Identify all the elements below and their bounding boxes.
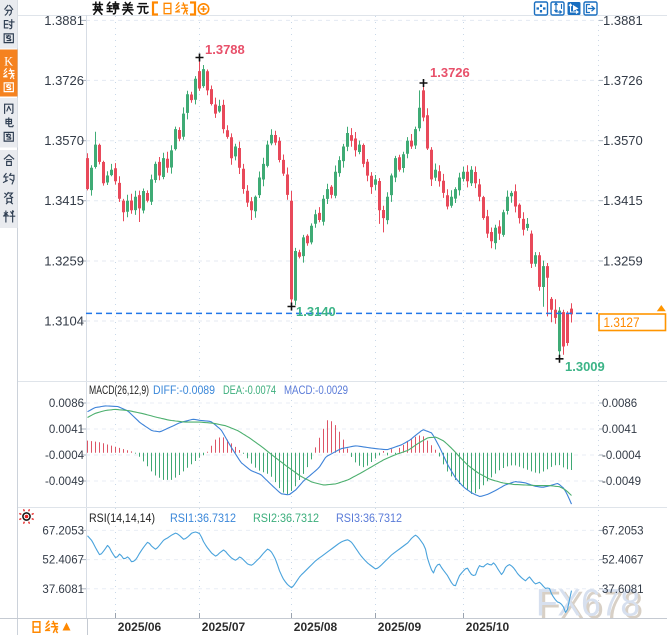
- svg-text:-0.0004: -0.0004: [602, 450, 642, 462]
- svg-text:52.4067: 52.4067: [42, 555, 84, 567]
- svg-text:DEA:-0.0074: DEA:-0.0074: [223, 385, 276, 397]
- svg-text:FX678: FX678: [536, 583, 640, 625]
- svg-text:1.3881: 1.3881: [44, 13, 84, 28]
- svg-text:2025/08: 2025/08: [294, 620, 338, 634]
- svg-text:1.3881: 1.3881: [603, 13, 643, 28]
- svg-text:2025/06: 2025/06: [118, 620, 162, 634]
- svg-text:1.3127: 1.3127: [604, 315, 640, 330]
- svg-text:0.0041: 0.0041: [49, 424, 84, 436]
- svg-text:K: K: [4, 55, 13, 69]
- svg-text:1.3415: 1.3415: [44, 193, 84, 208]
- svg-text:RSI3:36.7312: RSI3:36.7312: [336, 513, 402, 525]
- svg-text:0.0086: 0.0086: [602, 398, 637, 410]
- svg-text:2025/09: 2025/09: [378, 620, 422, 634]
- svg-text:RSI(14,14,14): RSI(14,14,14): [89, 513, 155, 525]
- svg-text:67.2053: 67.2053: [602, 525, 644, 537]
- svg-text:37.6081: 37.6081: [602, 584, 644, 596]
- svg-text:1.3104: 1.3104: [44, 314, 84, 329]
- svg-text:RSI2:36.7312: RSI2:36.7312: [253, 513, 319, 525]
- svg-text:1.3259: 1.3259: [603, 254, 643, 269]
- svg-text:FX678: FX678: [539, 585, 643, 627]
- svg-text:2025/07: 2025/07: [202, 620, 246, 634]
- svg-text:37.6081: 37.6081: [42, 584, 84, 596]
- svg-text:0.0041: 0.0041: [602, 424, 637, 436]
- svg-text:1.3726: 1.3726: [44, 73, 84, 88]
- svg-text:RSI1:36.7312: RSI1:36.7312: [170, 513, 236, 525]
- svg-text:1.3788: 1.3788: [205, 42, 245, 57]
- svg-text:-0.0049: -0.0049: [45, 476, 84, 488]
- svg-text:1.3570: 1.3570: [44, 133, 84, 148]
- svg-text:MACD:-0.0029: MACD:-0.0029: [284, 385, 348, 397]
- svg-text:1.3009: 1.3009: [565, 359, 605, 374]
- svg-text:1.3259: 1.3259: [44, 254, 84, 269]
- svg-text:1.3726: 1.3726: [603, 73, 643, 88]
- svg-text:67.2053: 67.2053: [42, 525, 84, 537]
- svg-text:MACD(26,12,9): MACD(26,12,9): [89, 385, 149, 397]
- svg-text:1.3140: 1.3140: [296, 304, 336, 319]
- svg-text:DIFF:-0.0089: DIFF:-0.0089: [153, 385, 215, 397]
- svg-text:0.0086: 0.0086: [49, 398, 84, 410]
- svg-text:-0.0049: -0.0049: [602, 476, 641, 488]
- svg-text:2025/10: 2025/10: [466, 620, 510, 634]
- svg-text:1.3415: 1.3415: [603, 193, 643, 208]
- svg-text:-0.0004: -0.0004: [45, 450, 85, 462]
- svg-text:52.4067: 52.4067: [602, 555, 644, 567]
- svg-text:1.3726: 1.3726: [430, 65, 470, 80]
- svg-text:1.3570: 1.3570: [603, 133, 643, 148]
